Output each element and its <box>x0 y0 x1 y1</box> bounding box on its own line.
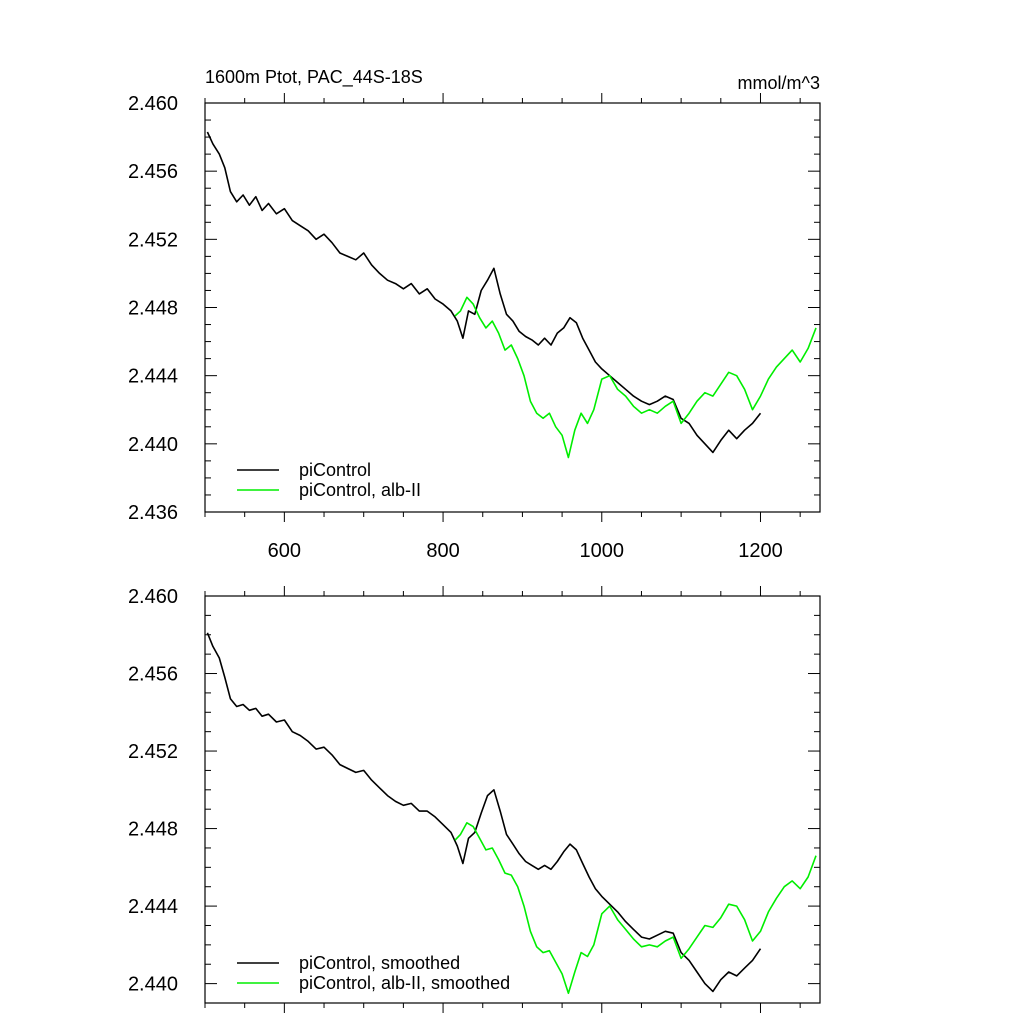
legend-label: piControl <box>299 460 371 480</box>
y-tick-label: 2.436 <box>128 502 178 524</box>
series-line-1 <box>454 296 817 459</box>
y-tick-label: 2.456 <box>128 664 178 686</box>
y-tick-label: 2.440 <box>128 974 178 996</box>
top-panel: 600 800 1000 1200 2.436 2.440 2.444 2.448 2.452 2… <box>128 67 821 562</box>
x-tick-label: 1200 <box>738 540 783 562</box>
units-label: mmol/m^3 <box>738 73 820 93</box>
y-tick-label: 2.444 <box>128 896 178 918</box>
y-tick-label: 2.460 <box>128 93 178 115</box>
series-line-0 <box>206 632 762 993</box>
x-tick-label: 800 <box>426 540 459 562</box>
x-tick-label: 600 <box>268 540 301 562</box>
plot-frame <box>204 595 821 1004</box>
y-tick-label: 2.452 <box>128 741 178 763</box>
x-tick-label: 1000 <box>580 540 625 562</box>
y-tick-label: 2.460 <box>128 586 178 608</box>
plot-frame <box>204 102 821 513</box>
y-tick-label: 2.444 <box>128 366 178 388</box>
y-tick-label: 2.448 <box>128 298 178 320</box>
legend-label: piControl, alb-II, smoothed <box>299 973 510 993</box>
legend-label: piControl, alb-II <box>299 480 421 500</box>
chart-title: 1600m Ptot, PAC_44S-18S <box>205 67 423 88</box>
y-tick-label: 2.456 <box>128 161 178 183</box>
y-tick-label: 2.448 <box>128 819 178 841</box>
y-tick-label: 2.440 <box>128 434 178 456</box>
y-tick-label: 2.452 <box>128 229 178 251</box>
bottom-panel: 2.440 2.444 2.448 2.452 2.456 2.460 piControl,… <box>128 586 821 1013</box>
legend-label: piControl, smoothed <box>299 953 460 973</box>
series-line-0 <box>206 131 762 454</box>
series-line-1 <box>454 821 817 995</box>
